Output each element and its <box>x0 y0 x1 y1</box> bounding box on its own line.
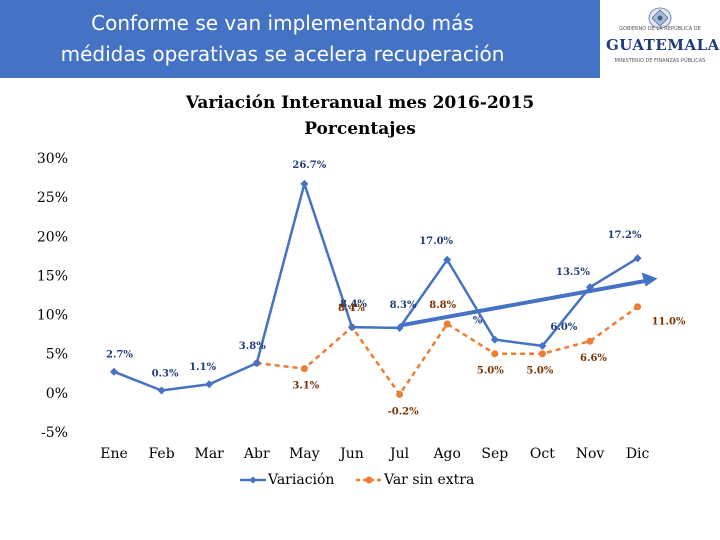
point-variacion <box>110 367 118 376</box>
data-label-variacion: 8.3% <box>390 300 417 311</box>
data-label-var-sin-extra: 8.8% <box>429 300 456 311</box>
y-tick-label: 30% <box>37 151 68 167</box>
x-tick-label: Oct <box>530 446 555 462</box>
chart-title: Variación Interanual mes 2016-2015 <box>185 93 535 113</box>
legend-swatch-variacion <box>240 476 266 484</box>
header-banner-edge <box>540 0 600 78</box>
data-label-variacion: 17.2% <box>608 230 642 241</box>
point-var-sin-extra <box>300 365 308 373</box>
coat-of-arms-icon <box>648 7 672 29</box>
data-label-variacion: % <box>473 316 483 327</box>
y-tick-label: 20% <box>37 229 68 245</box>
x-tick-label: Jul <box>388 446 410 462</box>
y-tick-label: 10% <box>37 308 68 324</box>
legend-label-variacion: Variación <box>268 472 335 488</box>
page-title-line2: médidas operativas se acelera recuperaci… <box>60 42 505 66</box>
point-variacion <box>252 359 261 368</box>
data-label-var-sin-extra: 5.0% <box>526 366 553 377</box>
data-label-variacion: 26.7% <box>292 160 326 171</box>
x-tick-label: Ene <box>100 446 128 462</box>
series-line-variacion <box>113 179 639 392</box>
data-label-variacion: 13.5% <box>556 267 590 278</box>
logo-sub-text: MINISTERIO DE FINANZAS PÚBLICAS <box>614 58 706 64</box>
data-label-variacion: 3.8% <box>239 341 266 352</box>
legend-swatch-var-sin-extra <box>356 476 382 484</box>
data-label-var-sin-extra: -0.2% <box>388 406 420 417</box>
point-variacion <box>157 386 166 395</box>
point-var-sin-extra <box>538 350 546 358</box>
point-variacion <box>490 335 499 344</box>
y-tick-label: 5% <box>46 347 68 363</box>
data-label-variacion: 8.4% <box>340 299 367 310</box>
data-label-var-sin-extra: 6.6% <box>580 353 607 364</box>
trend-arrow-line <box>399 278 648 328</box>
point-variacion <box>348 323 356 332</box>
legend-label-var-sin-extra: Var sin extra <box>384 472 475 488</box>
y-tick-label: 0% <box>46 386 68 402</box>
logo-top-text: GOBIERNO DE LA REPÚBLICA DE <box>619 26 701 32</box>
point-var-sin-extra <box>443 320 451 328</box>
logo-name: GUATEMALA <box>606 36 720 54</box>
x-tick-label: Mar <box>195 446 225 462</box>
point-var-sin-extra <box>491 350 499 358</box>
data-label-variacion: 17.0% <box>419 236 453 247</box>
data-label-var-sin-extra: 11.0% <box>652 317 686 328</box>
legend-item-variacion: Variación <box>238 472 334 488</box>
x-tick-label: Abr <box>243 446 270 462</box>
x-tick-label: Dic <box>626 446 650 462</box>
series-line-var-sin-extra <box>256 305 639 397</box>
x-tick-label: Feb <box>148 446 174 462</box>
point-variacion <box>538 341 547 350</box>
point-variacion <box>633 254 642 263</box>
point-variacion <box>300 179 309 188</box>
data-label-variacion: 6.0% <box>550 322 577 333</box>
x-tick-label: May <box>289 446 320 462</box>
page-title: Conforme se van implementando más médida… <box>0 8 565 70</box>
data-label-variacion: 2.7% <box>106 350 133 361</box>
legend-item-var-sin-extra: Var sin extra <box>354 472 474 488</box>
data-label-variacion: 1.1% <box>189 362 216 373</box>
data-label-variacion: 0.3% <box>152 369 179 380</box>
y-tick-label: -5% <box>41 425 68 441</box>
x-tick-label: Sep <box>481 446 508 462</box>
chart-title-block: Variación Interanual mes 2016-2015 Porce… <box>120 90 600 142</box>
data-label-var-sin-extra: 5.0% <box>477 366 504 377</box>
data-label-var-sin-extra: 3.1% <box>292 381 319 392</box>
x-tick-label: Jun <box>338 446 364 462</box>
chart-subtitle: Porcentajes <box>304 119 416 139</box>
y-tick-label: 25% <box>37 190 68 206</box>
y-tick-label: 15% <box>37 268 68 284</box>
trend-arrow-head <box>641 272 658 287</box>
page-title-line1: Conforme se van implementando más <box>91 11 474 35</box>
data-label-var-sin-extra: 8.4% <box>338 303 365 314</box>
chart-legend: Variación Var sin extra <box>0 472 720 494</box>
point-var-sin-extra <box>634 303 642 311</box>
x-tick-label: Nov <box>576 446 605 462</box>
point-var-sin-extra <box>586 337 594 345</box>
point-variacion <box>205 380 214 389</box>
x-tick-label: Ago <box>432 446 461 462</box>
header-banner <box>0 0 600 78</box>
point-var-sin-extra <box>396 390 404 398</box>
point-variacion <box>443 255 452 264</box>
guatemala-logo: GOBIERNO DE LA REPÚBLICA DE GUATEMALA MI… <box>606 4 720 74</box>
